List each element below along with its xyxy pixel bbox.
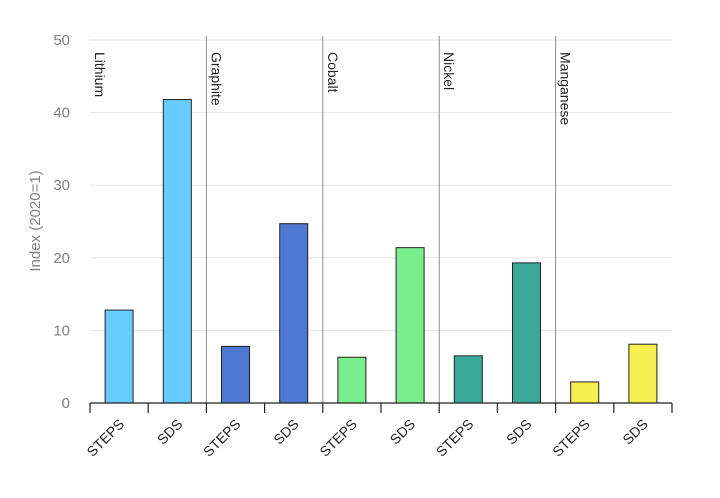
bar-manganese-steps (570, 381, 600, 404)
x-tick-label: SDS (387, 416, 419, 448)
group-label-graphite: Graphite (208, 52, 224, 106)
y-axis-title: Index (2020=1) (27, 170, 44, 271)
y-tick-label: 50 (53, 32, 70, 49)
bar-nickel-steps (453, 355, 483, 404)
group-label-nickel: Nickel (441, 52, 457, 90)
y-tick-label: 10 (53, 322, 70, 339)
y-tick-label: 0 (62, 395, 70, 412)
y-tick-label: 30 (53, 177, 70, 194)
x-tick-label: STEPS (316, 416, 360, 460)
bar-cobalt-steps (337, 356, 367, 404)
bar-manganese-sds (628, 343, 658, 404)
x-tick-label: SDS (270, 416, 302, 448)
x-tick-label: SDS (503, 416, 535, 448)
bar-graphite-steps (221, 345, 250, 404)
x-tick-label: SDS (619, 416, 651, 448)
y-tick-label: 40 (53, 105, 70, 122)
bar-graphite-sds (279, 223, 309, 404)
bars (104, 99, 658, 404)
group-label-manganese: Manganese (558, 52, 574, 125)
group-label-cobalt: Cobalt (325, 52, 341, 93)
x-tick-label: STEPS (200, 416, 244, 460)
x-tick-label: STEPS (433, 416, 477, 460)
x-tick-label: SDS (154, 416, 186, 448)
y-tick-label: 20 (53, 250, 70, 267)
bar-cobalt-sds (395, 247, 425, 404)
x-tick-label: STEPS (83, 416, 127, 460)
group-label-lithium: Lithium (92, 52, 108, 97)
bar-nickel-sds (512, 262, 541, 404)
bar-lithium-sds (162, 99, 192, 404)
x-axis (89, 402, 673, 413)
group-separators (205, 36, 557, 403)
x-tick-label: STEPS (549, 416, 593, 460)
bar-lithium-steps (104, 309, 134, 404)
